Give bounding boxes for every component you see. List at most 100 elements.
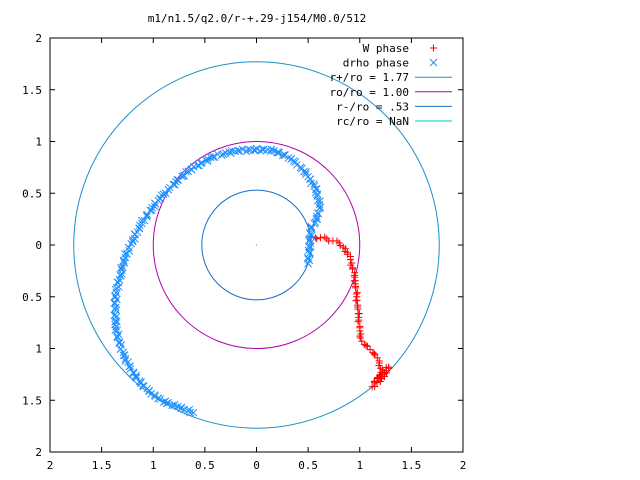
marker-stroke bbox=[189, 408, 198, 417]
x-tick-label: 0.5 bbox=[195, 459, 215, 472]
marker-stroke bbox=[127, 239, 136, 248]
marker-stroke bbox=[305, 236, 313, 245]
marker-stroke bbox=[170, 400, 179, 409]
data-point bbox=[429, 58, 438, 67]
radius-circle bbox=[201, 189, 312, 301]
data-point bbox=[162, 399, 171, 408]
marker-stroke bbox=[266, 147, 275, 156]
marker-stroke bbox=[306, 242, 315, 251]
marker-stroke bbox=[115, 338, 124, 346]
marker-stroke bbox=[119, 348, 128, 357]
marker-stroke bbox=[217, 151, 226, 159]
y-tick-label: 1.5 bbox=[22, 84, 42, 97]
marker-stroke bbox=[121, 250, 129, 258]
data-point bbox=[310, 180, 318, 188]
x-tick-label: 0 bbox=[253, 459, 260, 472]
data-point bbox=[234, 146, 242, 155]
marker-stroke bbox=[135, 221, 144, 230]
marker-stroke bbox=[303, 253, 312, 262]
marker-stroke bbox=[125, 362, 134, 371]
data-point bbox=[303, 253, 312, 262]
data-point bbox=[316, 203, 324, 212]
marker-stroke bbox=[119, 256, 128, 265]
marker-stroke bbox=[113, 332, 122, 341]
data-point bbox=[111, 285, 120, 294]
data-point bbox=[385, 364, 393, 372]
marker-stroke bbox=[117, 266, 126, 275]
radius-circles bbox=[73, 61, 440, 429]
marker-stroke bbox=[168, 401, 176, 410]
marker-stroke bbox=[119, 351, 128, 360]
data-point bbox=[278, 151, 287, 160]
series-drho-phase bbox=[110, 144, 324, 417]
data-point bbox=[113, 326, 122, 335]
data-point bbox=[352, 284, 360, 292]
marker-stroke bbox=[117, 264, 125, 272]
marker-stroke bbox=[121, 357, 130, 365]
marker-stroke bbox=[305, 228, 314, 237]
data-point bbox=[185, 405, 194, 414]
data-point bbox=[180, 172, 188, 181]
data-point bbox=[139, 382, 148, 391]
data-point bbox=[280, 151, 289, 159]
data-point bbox=[430, 44, 437, 52]
marker-stroke bbox=[164, 398, 172, 407]
marker-stroke bbox=[307, 179, 315, 188]
legend-label: r+/ro = 1.77 bbox=[330, 71, 409, 84]
marker-stroke bbox=[185, 405, 194, 414]
marker-stroke bbox=[135, 224, 144, 233]
marker-stroke bbox=[310, 180, 318, 188]
data-point bbox=[291, 158, 300, 166]
data-point bbox=[124, 243, 133, 252]
data-point bbox=[132, 371, 140, 380]
data-point bbox=[351, 273, 359, 281]
legend-label: rc/ro = NaN bbox=[336, 115, 409, 128]
marker-stroke bbox=[161, 397, 170, 406]
marker-stroke bbox=[111, 303, 120, 312]
data-point bbox=[307, 224, 316, 233]
marker-stroke bbox=[313, 192, 321, 201]
marker-stroke bbox=[242, 147, 251, 156]
marker-stroke bbox=[300, 167, 308, 176]
marker-stroke bbox=[429, 58, 438, 67]
marker-stroke bbox=[120, 259, 129, 267]
data-point bbox=[121, 250, 129, 258]
data-point bbox=[376, 378, 384, 386]
y-tick-label: 0.5 bbox=[22, 291, 42, 304]
marker-stroke bbox=[231, 147, 240, 156]
legend-label: ro/ro = 1.00 bbox=[330, 86, 409, 99]
data-point bbox=[168, 401, 176, 410]
marker-stroke bbox=[150, 199, 159, 208]
data-point bbox=[150, 199, 159, 208]
data-point bbox=[118, 263, 127, 272]
x-tick-label: 2 bbox=[47, 459, 54, 472]
marker-stroke bbox=[143, 212, 151, 221]
series-w-phase bbox=[307, 233, 393, 391]
data-point bbox=[221, 149, 230, 157]
data-point bbox=[135, 221, 144, 230]
marker-stroke bbox=[111, 326, 120, 334]
y-tick-label: 1 bbox=[35, 136, 42, 149]
marker-stroke bbox=[171, 180, 179, 189]
data-point bbox=[354, 310, 362, 318]
marker-stroke bbox=[280, 151, 289, 159]
data-point bbox=[177, 404, 185, 413]
x-tick-label: 0.5 bbox=[298, 459, 318, 472]
marker-stroke bbox=[180, 172, 188, 181]
radius-circle bbox=[73, 61, 440, 429]
marker-stroke bbox=[139, 382, 148, 391]
marker-stroke bbox=[204, 155, 212, 163]
data-point bbox=[362, 341, 370, 349]
data-point bbox=[313, 208, 322, 217]
y-tick-label: 1 bbox=[35, 343, 42, 356]
data-point bbox=[352, 297, 360, 305]
x-tick-label: 1.5 bbox=[92, 459, 112, 472]
marker-stroke bbox=[313, 215, 322, 223]
data-point bbox=[154, 394, 163, 403]
marker-stroke bbox=[132, 371, 140, 380]
data-point bbox=[227, 146, 236, 155]
marker-stroke bbox=[287, 155, 295, 163]
data-point bbox=[113, 332, 122, 341]
y-tick-label: 2 bbox=[35, 446, 42, 459]
marker-stroke bbox=[296, 163, 305, 172]
